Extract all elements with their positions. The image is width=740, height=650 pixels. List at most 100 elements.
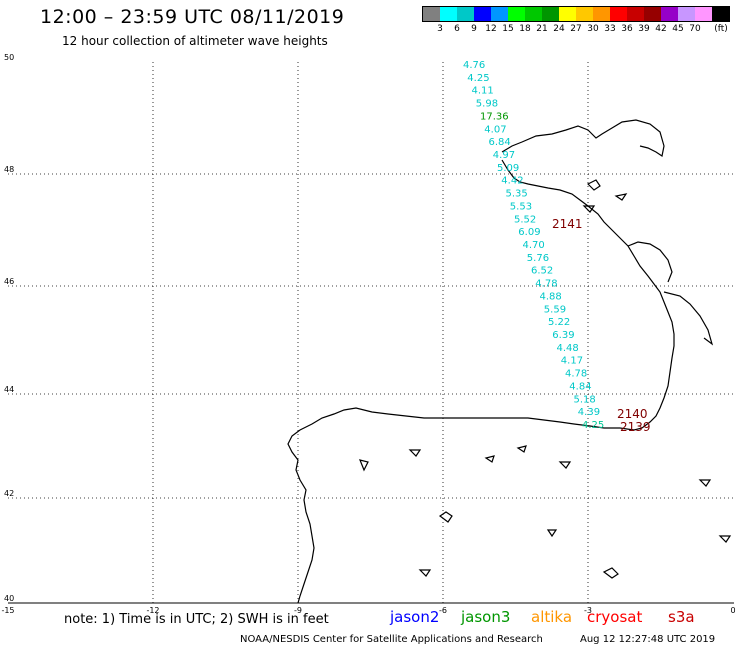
legend-swatch	[644, 7, 661, 21]
legend-tick: 12	[485, 24, 497, 34]
lat-tick-label: 46	[4, 277, 14, 286]
legend-swatch	[474, 7, 491, 21]
pass-number-label: 2139	[620, 420, 651, 434]
legend-swatch	[695, 7, 712, 21]
legend-tick: 21	[536, 24, 548, 34]
wave-height-value: 4.42	[501, 176, 523, 187]
wave-height-value: 4.11	[472, 86, 494, 97]
wave-height-value: 17.36	[480, 111, 509, 122]
pass-number-label: 2141	[552, 217, 583, 231]
legend-tick: 39	[638, 24, 650, 34]
wave-height-value: 4.39	[578, 407, 600, 418]
legend-swatch	[576, 7, 593, 21]
note-text: note: 1) Time is in UTC; 2) SWH is in fe…	[64, 612, 329, 627]
wave-height-value: 5.52	[514, 214, 536, 225]
satellite-name: cryosat	[587, 608, 643, 626]
legend-swatch	[559, 7, 576, 21]
legend-tick: 3	[437, 24, 443, 34]
wave-height-value: 4.76	[463, 60, 485, 71]
wave-height-value: 5.22	[548, 317, 570, 328]
legend-swatch	[712, 7, 729, 21]
legend-swatch	[525, 7, 542, 21]
legend-tick: 36	[621, 24, 633, 34]
wave-height-value: 4.70	[523, 240, 545, 251]
wave-height-value: 5.59	[544, 304, 566, 315]
wave-height-legend: 3 6 9 12 15 18 21 24 27 30 33 36 39 42 45 70 (ft)	[422, 6, 730, 36]
lat-tick-label: 40	[4, 594, 14, 603]
lat-tick-label: 48	[4, 165, 14, 174]
satellite-name: jason2	[390, 608, 440, 626]
legend-swatch	[457, 7, 474, 21]
wave-height-value: 4.17	[561, 356, 583, 367]
bay-biscay-coast	[501, 159, 675, 431]
legend-tick: 24	[553, 24, 565, 34]
brittany-coast	[501, 119, 665, 157]
wave-height-value: 4.84	[569, 381, 591, 392]
legend-swatch	[678, 7, 695, 21]
legend-tick: 27	[570, 24, 582, 34]
axis-tick-labels: -15 -12 -9 -6 -3 0 50 48 46 44 42 40	[1, 53, 735, 615]
map-title: 12:00 – 23:59 UTC 08/11/2019	[40, 6, 345, 28]
channel-islands	[582, 179, 628, 213]
satellite-name: s3a	[668, 608, 695, 626]
lon-tick-label: -6	[439, 606, 447, 615]
lon-tick-label: -9	[294, 606, 302, 615]
lat-lon-grid	[8, 62, 733, 603]
lat-tick-label: 42	[4, 489, 14, 498]
wave-height-value: 4.48	[557, 343, 579, 354]
generated-timestamp: Aug 12 12:27:48 UTC 2019	[580, 634, 716, 645]
legend-tick: 9	[471, 24, 477, 34]
loire-inlet	[627, 241, 673, 283]
wave-height-value: 4.25	[582, 420, 604, 431]
satellite-name: jason3	[461, 608, 511, 626]
legend-swatch	[542, 7, 559, 21]
legend-tick: 18	[519, 24, 531, 34]
legend-unit: (ft)	[714, 24, 728, 34]
wave-height-value: 4.78	[535, 279, 557, 290]
lat-tick-label: 44	[4, 385, 14, 394]
wave-height-value: 5.53	[510, 201, 532, 212]
satellite-name: altika	[531, 608, 573, 626]
legend-tick: 70	[689, 24, 701, 34]
wave-height-value: 5.35	[506, 189, 528, 200]
wave-height-value: 4.07	[484, 124, 506, 135]
legend-tick: 45	[672, 24, 684, 34]
inland-lakes	[359, 445, 732, 579]
legend-tick: 33	[604, 24, 616, 34]
legend-swatch	[661, 7, 678, 21]
legend-swatch	[627, 7, 644, 21]
wave-height-value: 4.78	[565, 369, 587, 380]
gironde-inlet	[663, 291, 714, 346]
lon-tick-label: 0	[730, 606, 735, 615]
lon-tick-label: -12	[146, 606, 159, 615]
lon-tick-label: -3	[584, 606, 592, 615]
wave-height-value: 6.52	[531, 266, 553, 277]
legend-swatch	[593, 7, 610, 21]
legend-swatch	[440, 7, 457, 21]
wave-height-value: 4.97	[493, 150, 515, 161]
wave-height-value: 5.09	[497, 163, 519, 174]
wave-height-value: 6.84	[489, 137, 511, 148]
legend-tick: 6	[454, 24, 460, 34]
coastline	[287, 119, 732, 604]
wave-height-value: 5.98	[476, 99, 498, 110]
legend-tick: 30	[587, 24, 599, 34]
wave-height-value: 6.39	[552, 330, 574, 341]
lat-tick-label: 50	[4, 53, 14, 62]
legend-tick-labels: 3 6 9 12 15 18 21 24 27 30 33 36 39 42 45 70 (ft)	[422, 22, 730, 36]
wave-height-value: 4.25	[467, 73, 489, 84]
wave-height-value: 6.09	[518, 227, 540, 238]
legend-tick: 15	[502, 24, 514, 34]
pass-number-label: 2140	[617, 407, 648, 421]
wave-height-value: 5.76	[527, 253, 549, 264]
wave-height-value: 5.18	[574, 394, 596, 405]
legend-swatch	[423, 7, 440, 21]
lon-tick-label: -15	[1, 606, 14, 615]
legend-swatch	[491, 7, 508, 21]
map-subtitle: 12 hour collection of altimeter wave hei…	[62, 34, 328, 48]
legend-swatch	[508, 7, 525, 21]
credit-text: NOAA/NESDIS Center for Satellite Applica…	[240, 634, 543, 645]
